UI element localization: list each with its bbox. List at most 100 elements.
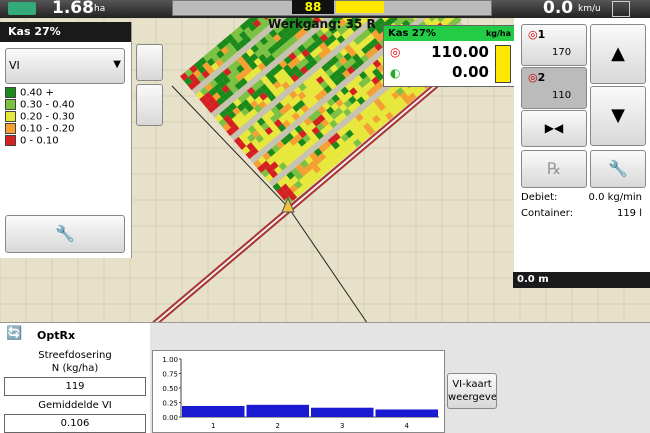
field-cell: [354, 19, 364, 29]
field-cell: [262, 49, 272, 59]
field-cell: [318, 144, 327, 153]
field-cell: [320, 165, 330, 175]
field-cell: [291, 112, 300, 121]
vi-map-button[interactable]: VI-kaart weergeven: [447, 373, 497, 409]
field-cell: [348, 142, 357, 152]
field-cell: [239, 22, 249, 31]
field-cell: [376, 64, 386, 73]
field-cell: [279, 153, 288, 162]
vehicle: [281, 196, 295, 213]
field-cell: [281, 175, 291, 184]
field-cell: [272, 182, 282, 192]
settings-button[interactable]: 🔧: [5, 215, 125, 253]
field-cell: [377, 102, 387, 111]
field-cell: [374, 42, 383, 52]
field-cell: [325, 114, 334, 124]
valve-button[interactable]: ▶◀: [521, 110, 587, 147]
field-cell: [317, 161, 326, 170]
field-cell: [367, 24, 376, 34]
field-cell: [260, 130, 269, 140]
legend-label: 0.30 - 0.40: [20, 99, 75, 111]
field-cell: [255, 134, 264, 143]
field-cell: [232, 59, 241, 69]
field-cell: [386, 94, 396, 104]
field-cell: [339, 94, 349, 104]
field-cell: [286, 69, 296, 78]
field-cell: [316, 67, 326, 76]
field-cell: [225, 89, 234, 98]
legend-item: 0.30 - 0.40: [5, 99, 75, 111]
field-cell: [353, 130, 363, 139]
field-cell: [279, 59, 288, 69]
field-cell: [292, 150, 301, 159]
field-cell: [265, 118, 274, 127]
down-button[interactable]: ▼: [590, 86, 646, 146]
field-cell: [256, 125, 265, 135]
preset-2[interactable]: ◎2 110: [521, 67, 587, 109]
field-cell: [282, 72, 291, 82]
field-cell: [370, 84, 380, 94]
field-cell: [275, 102, 284, 111]
field-cell: [362, 75, 372, 85]
gauge-fill: [336, 1, 384, 13]
field-cell: [361, 37, 371, 46]
field-cell: [384, 17, 394, 27]
layer-button[interactable]: [136, 44, 163, 81]
field-cell: [310, 88, 320, 97]
field-cell: [375, 34, 384, 43]
field-cell: [350, 23, 359, 32]
field-cell: [312, 118, 321, 127]
field-cell: [313, 148, 323, 157]
field-cell: [252, 27, 261, 37]
field-cell: [334, 154, 344, 163]
field-cell: [359, 117, 368, 127]
field-cell: [242, 35, 252, 44]
field-cell: [261, 113, 271, 123]
field-cell: [236, 102, 246, 112]
field-cell: [375, 25, 385, 35]
tool-button[interactable]: 🔧: [590, 150, 646, 188]
preset-number: 1: [537, 28, 546, 41]
y-tick-label: 1.00: [162, 356, 178, 364]
dropdown[interactable]: VI ▼: [5, 48, 125, 84]
guidance-button[interactable]: [136, 84, 163, 126]
field-cell: [354, 74, 363, 84]
field-cell: [234, 81, 244, 90]
field-cell: [359, 71, 368, 80]
field-cell: [246, 95, 255, 104]
field-cell: [244, 65, 253, 74]
field-cell: [240, 107, 250, 117]
field-cell: [280, 42, 290, 52]
field-cell: [277, 123, 287, 133]
field-cell: [302, 181, 311, 190]
field-cell: [336, 128, 346, 138]
up-button[interactable]: ▲: [590, 24, 646, 84]
field-cell: [197, 65, 207, 74]
preset-1[interactable]: ◎1 170: [521, 24, 587, 66]
field-cell: [261, 160, 271, 169]
field-cell: [310, 134, 320, 144]
menu-icon[interactable]: [612, 1, 630, 17]
field-cell: [357, 41, 366, 50]
field-cell: [277, 76, 287, 86]
field-cell: [372, 114, 381, 124]
field-cell: [339, 103, 348, 112]
field-cell: [282, 64, 292, 73]
rx-button[interactable]: ℞: [521, 150, 587, 188]
field-cell: [269, 169, 278, 179]
field-cell: [260, 122, 270, 131]
field-cell: [346, 65, 356, 75]
field-cell: [335, 51, 344, 61]
field-cell: [298, 129, 307, 139]
bar: [375, 409, 438, 417]
field-cell: [227, 119, 236, 128]
field-cell: [248, 69, 257, 79]
field-cell: [259, 83, 269, 93]
field-cell: [253, 57, 263, 67]
field-cell: [200, 86, 209, 96]
field-cell: [198, 57, 207, 66]
field-cell: [274, 110, 284, 119]
field-cell: [206, 57, 216, 67]
top-bar: 1.68 ha 88 0.0 km/u: [0, 0, 650, 18]
field-cell: [259, 45, 268, 54]
